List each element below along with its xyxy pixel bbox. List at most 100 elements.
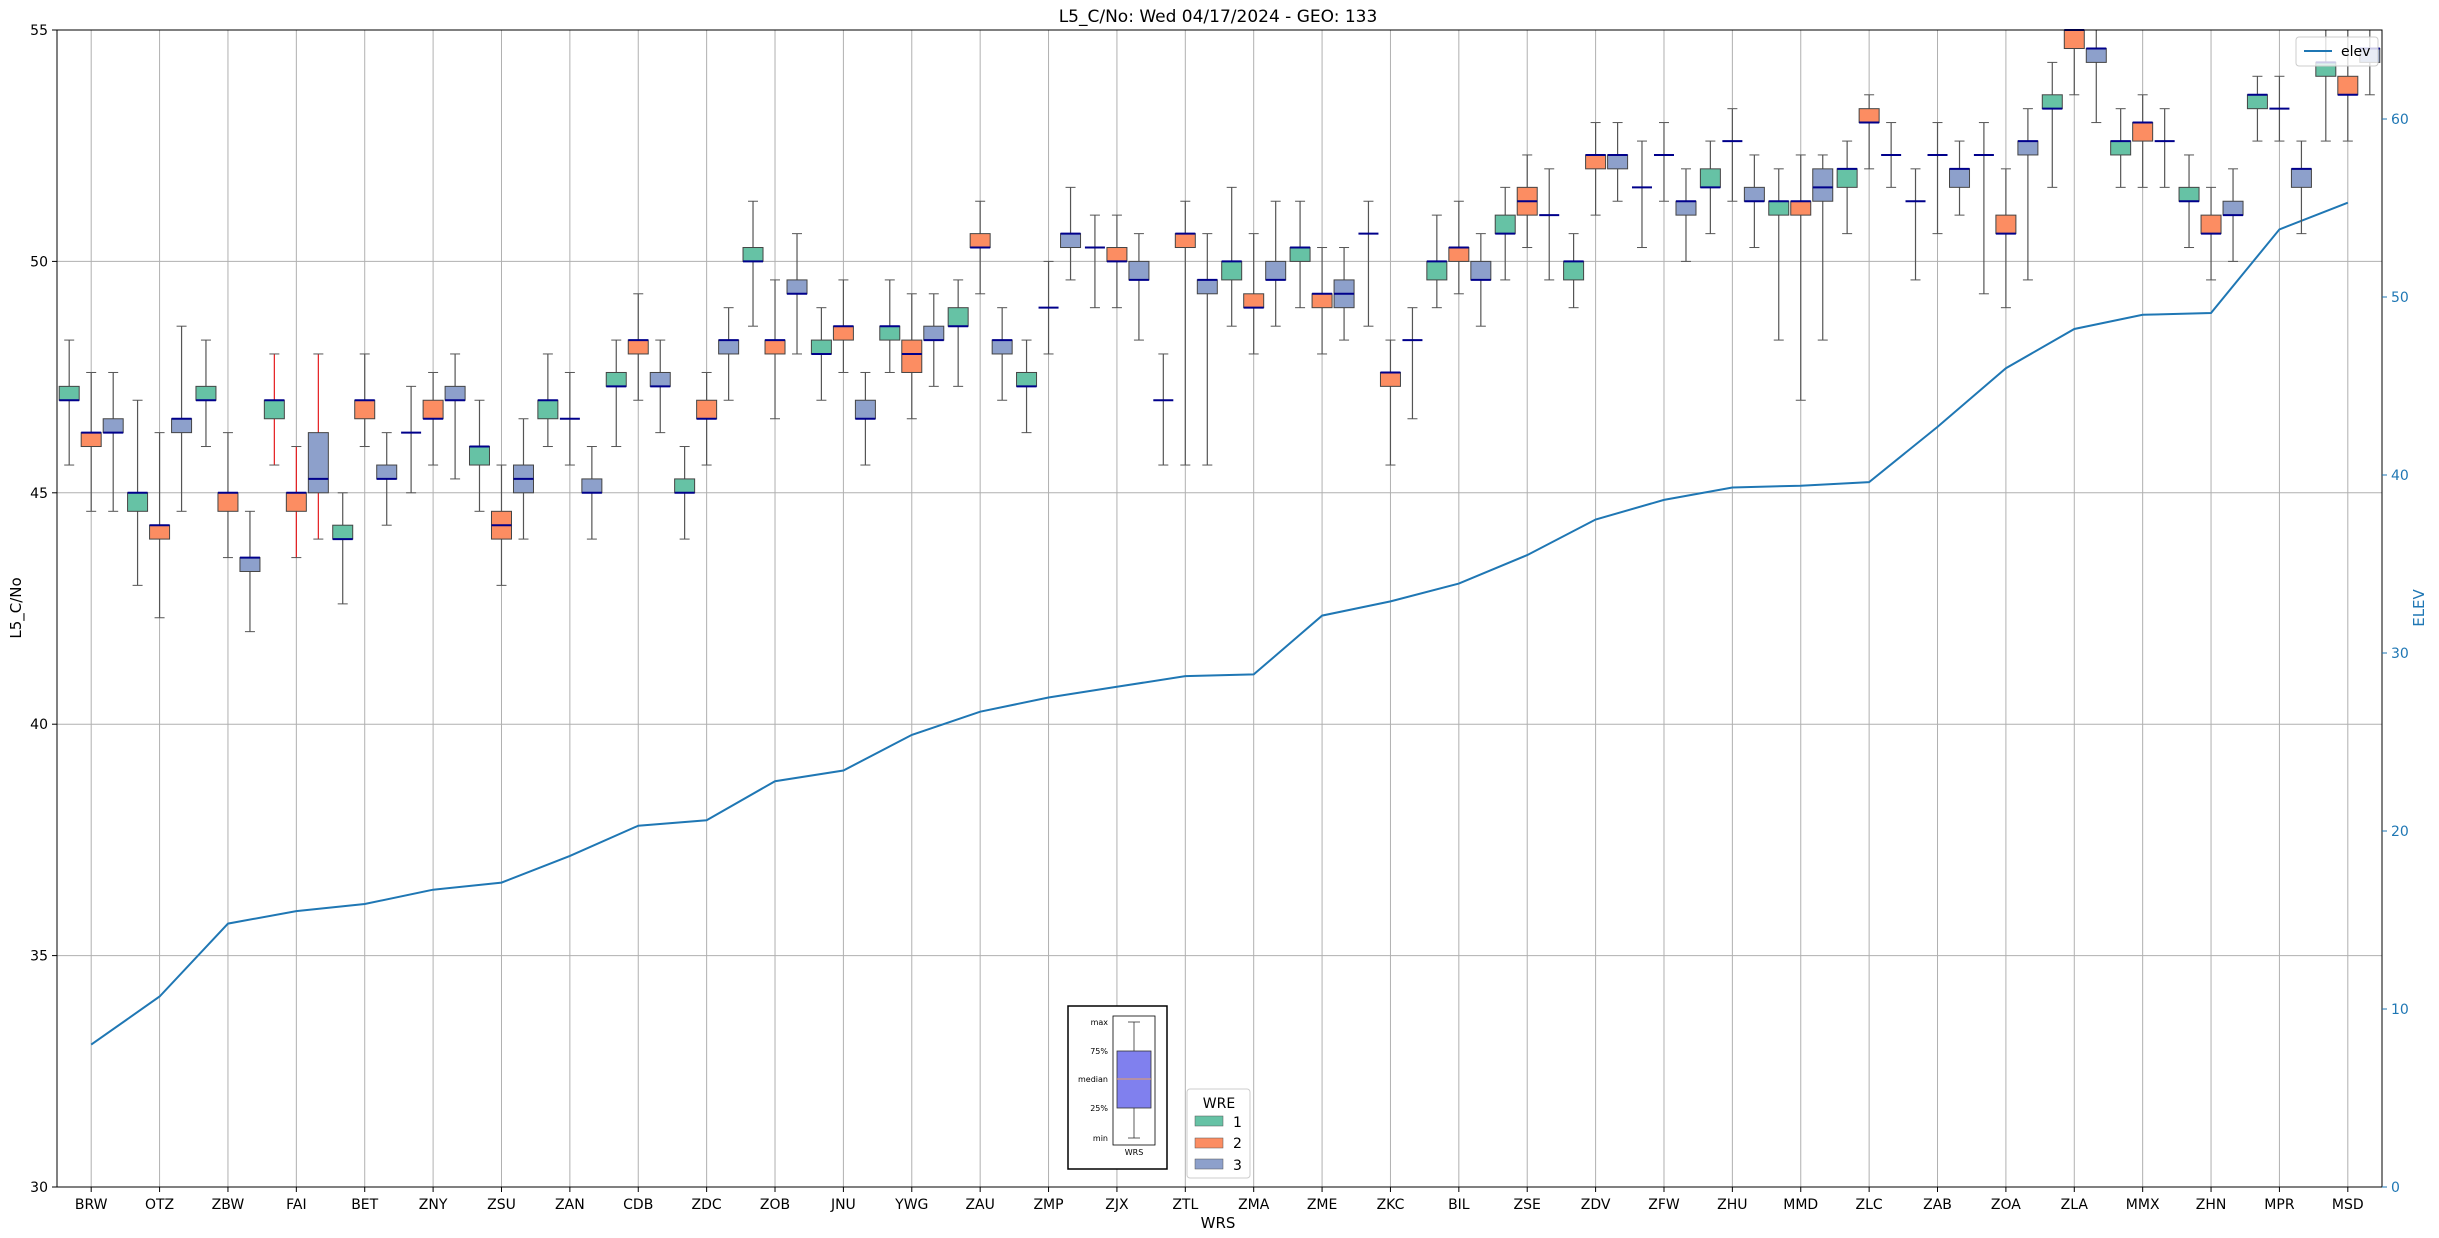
wre-legend-label-2: 2	[1233, 1136, 1242, 1152]
box-wre-2-zsu	[490, 464, 512, 586]
box-body	[263, 399, 285, 420]
box-plots	[58, 29, 2381, 633]
box-body	[742, 247, 764, 262]
box-wre-2-jnu	[832, 279, 854, 373]
box-body	[102, 418, 124, 434]
box-wre-1-zdc	[674, 446, 696, 540]
y2-axis-ticks: 0 10 20 30 40 50 60	[2382, 112, 2409, 1196]
box-body	[879, 325, 901, 341]
wre-legend: WRE 1 2 3	[1186, 1088, 1251, 1179]
box-wre-3-ztl	[1196, 233, 1218, 466]
box-body	[969, 233, 991, 249]
box-body	[786, 279, 808, 295]
box-body	[947, 307, 969, 327]
box-wre-2-fai	[285, 446, 307, 559]
box-body	[1196, 279, 1218, 295]
box-body	[1995, 214, 2017, 235]
box-wre-2-otz	[149, 432, 171, 619]
x-tick-label: ZME	[1307, 1197, 1338, 1213]
box-wre-3-zmp	[1060, 186, 1082, 281]
box-wre-3-zab	[1949, 140, 1971, 216]
y-tick-label: 50	[30, 254, 48, 270]
x-tick-label: ZFW	[1648, 1197, 1680, 1213]
box-wre-1-zbw	[195, 339, 217, 448]
box-body	[149, 524, 171, 540]
box-body	[2246, 94, 2268, 110]
box-wre-2-zme	[1311, 247, 1333, 355]
x-tick-label: ZSU	[487, 1197, 516, 1213]
x-tick-label: MPR	[2264, 1197, 2295, 1213]
box-wre-2-zab	[1927, 122, 1948, 235]
x-tick-label: ZHU	[1717, 1197, 1747, 1213]
box-wre-2-zbw	[217, 432, 239, 559]
box-wre-1-jnu	[810, 307, 832, 401]
box-body	[354, 399, 376, 420]
box-wre-1-zma	[1221, 186, 1243, 327]
box-body	[1836, 168, 1858, 188]
box-wre-2-zhu	[1722, 108, 1743, 202]
x-tick-label: ZBW	[212, 1197, 245, 1213]
box-wre-3-mmx	[2154, 108, 2175, 188]
box-wre-2-zdc	[696, 371, 718, 466]
box-wre-2-brw	[80, 371, 102, 512]
x-axis-label: WRS	[1201, 1214, 1236, 1232]
box-body	[854, 399, 876, 420]
box-wre-1-brw	[58, 339, 80, 466]
box-wre-1-bil	[1426, 214, 1448, 309]
box-body	[2337, 75, 2359, 96]
box-body	[1585, 154, 1607, 170]
box-wre-2-zan	[559, 371, 580, 466]
box-body	[468, 446, 490, 466]
chart-title: L5_C/No: Wed 04/17/2024 - GEO: 133	[1059, 7, 1378, 27]
box-body	[2017, 140, 2039, 156]
box-wre-2-zjx	[1106, 214, 1128, 309]
box-body	[80, 432, 102, 448]
box-body	[1494, 214, 1516, 235]
box-body	[2063, 29, 2085, 50]
x-tick-label: ZOA	[1991, 1197, 2021, 1213]
box-key-inset: max 75% median 25% min WRS	[1067, 1005, 1168, 1170]
y2-tick-label: 50	[2391, 290, 2409, 306]
box-wre-3-zme	[1333, 247, 1355, 341]
box-wre-3-zdc	[718, 307, 740, 401]
box-wre-1-zan	[537, 353, 559, 448]
box-body	[2041, 94, 2063, 110]
box-wre-1-mmx	[2110, 108, 2132, 188]
box-wre-2-zdv	[1585, 122, 1607, 216]
box-wre-1-zoa	[1973, 122, 1994, 295]
box-body	[1768, 200, 1790, 216]
box-body	[195, 385, 217, 401]
box-key-min: min	[1093, 1134, 1108, 1143]
box-body	[1379, 371, 1401, 387]
x-axis-ticks: BRW OTZ ZBW FAI BET ZNY ZSU ZAN CDB ZDC ZOB JNU YWG Z…	[75, 1187, 2364, 1213]
box-body	[1858, 108, 1880, 124]
box-body	[58, 385, 80, 401]
box-wre-2-zma	[1243, 233, 1265, 355]
wre-legend-title: WRE	[1203, 1096, 1235, 1112]
box-wre-3-zsu	[512, 418, 534, 540]
box-wre-3-zhn	[2222, 168, 2244, 262]
box-body	[832, 325, 854, 341]
x-tick-label: BRW	[75, 1197, 108, 1213]
grid-lines	[57, 29, 2382, 1188]
box-wre-1-mmd	[1768, 168, 1790, 341]
box-body	[1243, 293, 1265, 309]
box-wre-3-bil	[1470, 233, 1492, 327]
box-wre-3-zoa	[2017, 108, 2039, 281]
box-body	[332, 524, 354, 540]
box-wre-2-zny	[422, 371, 444, 466]
box-wre-1-zob	[742, 200, 764, 327]
box-wre-3-zjx	[1128, 233, 1150, 341]
box-body	[1743, 186, 1765, 202]
box-body	[2085, 48, 2107, 63]
box-wre-2-zse	[1516, 154, 1538, 249]
x-tick-label: ZOB	[760, 1197, 790, 1213]
box-body	[1470, 260, 1492, 281]
box-body	[2132, 122, 2154, 142]
box-body	[239, 557, 261, 572]
x-tick-label: ZLA	[2061, 1197, 2089, 1213]
box-body	[1289, 247, 1311, 262]
box-wre-3-zny	[444, 353, 466, 480]
y-axis-label: L5_C/No	[7, 577, 26, 638]
box-body	[1221, 260, 1243, 281]
